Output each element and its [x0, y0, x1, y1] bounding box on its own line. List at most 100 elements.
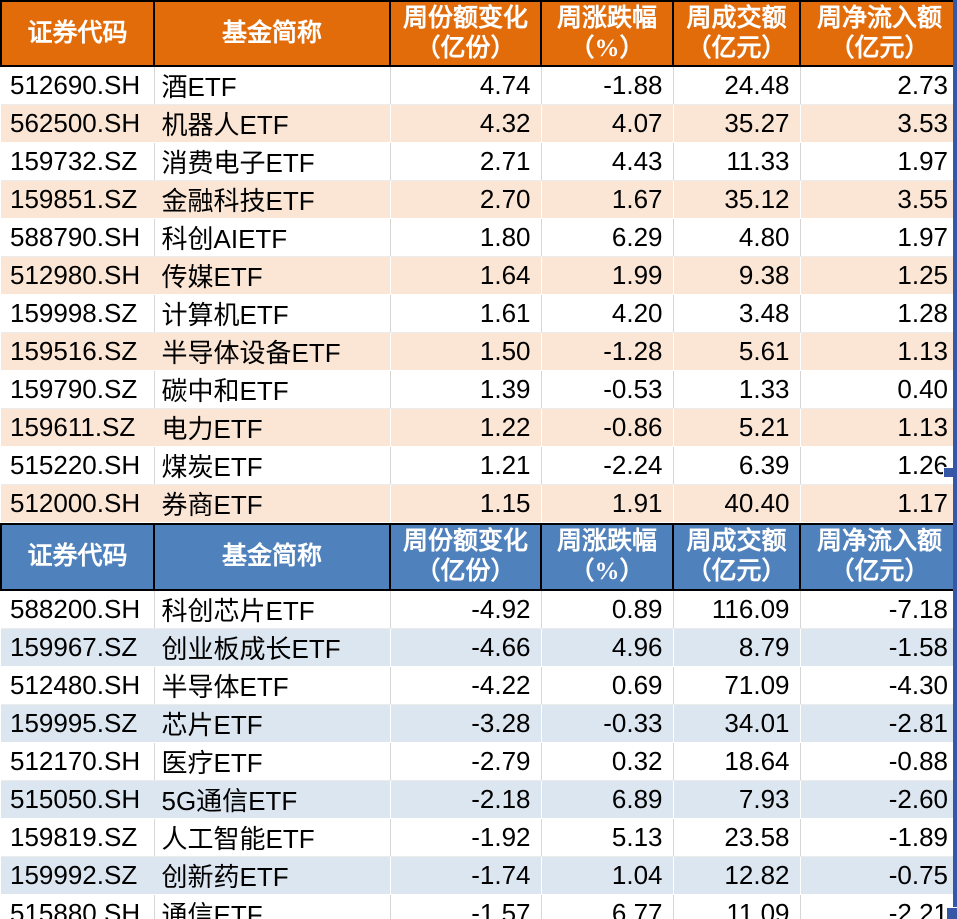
column-header-weekly-turnover[interactable]: 周成交额 （亿元） [672, 523, 801, 591]
cell-weekly-change-pct[interactable]: -0.53 [541, 370, 674, 409]
cell-security-code[interactable]: 512000.SH [1, 484, 155, 523]
cell-fund-name[interactable]: 半导体ETF [154, 666, 391, 705]
cell-weekly-share-change[interactable]: 1.15 [390, 484, 542, 523]
cell-fund-name[interactable]: 5G通信ETF [154, 780, 391, 819]
column-header-weekly-share-change[interactable]: 周份额变化 （亿份） [389, 0, 542, 67]
cell-security-code[interactable]: 588200.SH [1, 590, 155, 629]
cell-weekly-change-pct[interactable]: 1.04 [541, 856, 674, 895]
cell-weekly-net-flow[interactable]: 0.40 [800, 370, 957, 409]
cell-weekly-change-pct[interactable]: 0.69 [541, 666, 674, 705]
cell-weekly-turnover[interactable]: 23.58 [673, 818, 801, 857]
cell-weekly-change-pct[interactable]: 5.13 [541, 818, 674, 857]
cell-weekly-net-flow[interactable]: -2.21 [800, 894, 957, 919]
cell-security-code[interactable]: 159992.SZ [1, 856, 155, 895]
cell-security-code[interactable]: 512480.SH [1, 666, 155, 705]
cell-fund-name[interactable]: 机器人ETF [154, 104, 391, 143]
cell-weekly-share-change[interactable]: 1.80 [390, 218, 542, 257]
cell-weekly-turnover[interactable]: 7.93 [673, 780, 801, 819]
cell-weekly-share-change[interactable]: 1.21 [390, 446, 542, 485]
cell-weekly-net-flow[interactable]: -1.89 [800, 818, 957, 857]
column-header-weekly-change-pct[interactable]: 周涨跌幅 （%） [540, 523, 674, 591]
cell-fund-name[interactable]: 煤炭ETF [154, 446, 391, 485]
cell-fund-name[interactable]: 半导体设备ETF [154, 332, 391, 371]
cell-weekly-change-pct[interactable]: 6.77 [541, 894, 674, 919]
cell-security-code[interactable]: 159851.SZ [1, 180, 155, 219]
cell-weekly-turnover[interactable]: 5.61 [673, 332, 801, 371]
cell-fund-name[interactable]: 计算机ETF [154, 294, 391, 333]
cell-weekly-change-pct[interactable]: 6.89 [541, 780, 674, 819]
cell-weekly-share-change[interactable]: -4.92 [390, 590, 542, 629]
cell-weekly-net-flow[interactable]: 1.97 [800, 142, 957, 181]
cell-weekly-net-flow[interactable]: -2.81 [800, 704, 957, 743]
cell-weekly-change-pct[interactable]: 4.07 [541, 104, 674, 143]
cell-weekly-net-flow[interactable]: -2.60 [800, 780, 957, 819]
cell-weekly-turnover[interactable]: 71.09 [673, 666, 801, 705]
cell-weekly-share-change[interactable]: 1.64 [390, 256, 542, 295]
cell-weekly-turnover[interactable]: 6.39 [673, 446, 801, 485]
cell-weekly-net-flow[interactable]: 1.13 [800, 408, 957, 447]
cell-weekly-turnover[interactable]: 4.80 [673, 218, 801, 257]
cell-weekly-share-change[interactable]: -4.66 [390, 628, 542, 667]
cell-weekly-net-flow[interactable]: 1.28 [800, 294, 957, 333]
cell-weekly-change-pct[interactable]: 4.20 [541, 294, 674, 333]
cell-weekly-net-flow[interactable]: 1.97 [800, 218, 957, 257]
cell-weekly-turnover[interactable]: 11.09 [673, 894, 801, 919]
cell-weekly-share-change[interactable]: -4.22 [390, 666, 542, 705]
column-header-weekly-turnover[interactable]: 周成交额 （亿元） [672, 0, 801, 67]
column-header-weekly-share-change[interactable]: 周份额变化 （亿份） [389, 523, 542, 591]
cell-weekly-net-flow[interactable]: 3.55 [800, 180, 957, 219]
cell-weekly-change-pct[interactable]: 6.29 [541, 218, 674, 257]
cell-weekly-share-change[interactable]: -1.92 [390, 818, 542, 857]
cell-weekly-change-pct[interactable]: 4.96 [541, 628, 674, 667]
cell-security-code[interactable]: 562500.SH [1, 104, 155, 143]
cell-security-code[interactable]: 512170.SH [1, 742, 155, 781]
cell-security-code[interactable]: 512980.SH [1, 256, 155, 295]
fill-handle-outflow-table[interactable] [946, 907, 957, 919]
cell-weekly-share-change[interactable]: 1.39 [390, 370, 542, 409]
cell-weekly-turnover[interactable]: 35.12 [673, 180, 801, 219]
cell-weekly-turnover[interactable]: 8.79 [673, 628, 801, 667]
cell-weekly-turnover[interactable]: 5.21 [673, 408, 801, 447]
cell-weekly-share-change[interactable]: 4.32 [390, 104, 542, 143]
cell-weekly-turnover[interactable]: 3.48 [673, 294, 801, 333]
cell-security-code[interactable]: 159732.SZ [1, 142, 155, 181]
cell-weekly-turnover[interactable]: 12.82 [673, 856, 801, 895]
cell-security-code[interactable]: 159995.SZ [1, 704, 155, 743]
cell-weekly-change-pct[interactable]: -0.33 [541, 704, 674, 743]
cell-weekly-share-change[interactable]: 1.22 [390, 408, 542, 447]
cell-weekly-net-flow[interactable]: -0.88 [800, 742, 957, 781]
column-header-fund-name[interactable]: 基金简称 [153, 0, 391, 67]
cell-weekly-net-flow[interactable]: -4.30 [800, 666, 957, 705]
column-header-weekly-change-pct[interactable]: 周涨跌幅 （%） [540, 0, 674, 67]
cell-weekly-turnover[interactable]: 9.38 [673, 256, 801, 295]
cell-weekly-net-flow[interactable]: 1.26 [800, 446, 957, 485]
cell-weekly-share-change[interactable]: 1.50 [390, 332, 542, 371]
cell-fund-name[interactable]: 碳中和ETF [154, 370, 391, 409]
cell-security-code[interactable]: 515050.SH [1, 780, 155, 819]
cell-weekly-change-pct[interactable]: 1.99 [541, 256, 674, 295]
cell-weekly-net-flow[interactable]: 1.13 [800, 332, 957, 371]
cell-weekly-turnover[interactable]: 24.48 [673, 66, 801, 105]
cell-weekly-net-flow[interactable]: -0.75 [800, 856, 957, 895]
cell-fund-name[interactable]: 消费电子ETF [154, 142, 391, 181]
cell-security-code[interactable]: 159967.SZ [1, 628, 155, 667]
column-header-fund-name[interactable]: 基金简称 [153, 523, 391, 591]
cell-fund-name[interactable]: 科创芯片ETF [154, 590, 391, 629]
cell-fund-name[interactable]: 科创AIETF [154, 218, 391, 257]
cell-weekly-change-pct[interactable]: 1.91 [541, 484, 674, 523]
cell-fund-name[interactable]: 通信ETF [154, 894, 391, 919]
cell-security-code[interactable]: 159998.SZ [1, 294, 155, 333]
cell-weekly-share-change[interactable]: 1.61 [390, 294, 542, 333]
cell-weekly-share-change[interactable]: -3.28 [390, 704, 542, 743]
cell-fund-name[interactable]: 创业板成长ETF [154, 628, 391, 667]
cell-fund-name[interactable]: 电力ETF [154, 408, 391, 447]
cell-security-code[interactable]: 515220.SH [1, 446, 155, 485]
cell-weekly-net-flow[interactable]: -1.58 [800, 628, 957, 667]
cell-fund-name[interactable]: 券商ETF [154, 484, 391, 523]
cell-weekly-change-pct[interactable]: 4.43 [541, 142, 674, 181]
cell-weekly-turnover[interactable]: 40.40 [673, 484, 801, 523]
cell-weekly-share-change[interactable]: -2.79 [390, 742, 542, 781]
cell-security-code[interactable]: 588790.SH [1, 218, 155, 257]
cell-security-code[interactable]: 515880.SH [1, 894, 155, 919]
cell-weekly-net-flow[interactable]: 1.17 [800, 484, 957, 523]
